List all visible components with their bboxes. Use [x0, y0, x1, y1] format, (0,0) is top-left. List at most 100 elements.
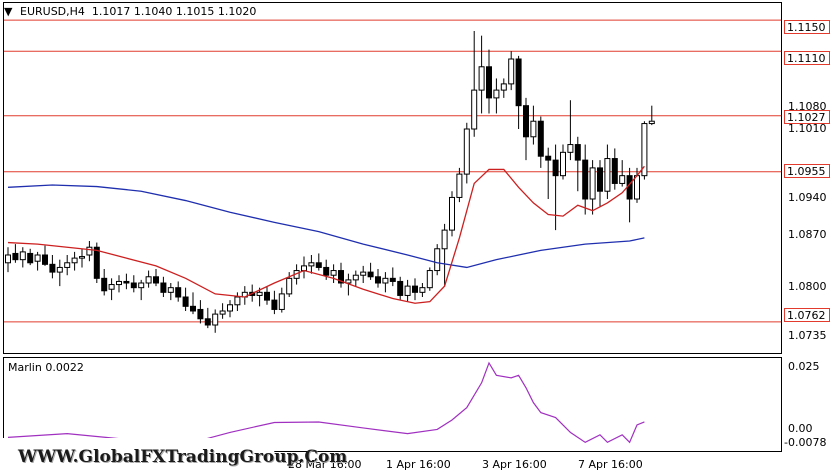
- candle-body: [478, 66, 485, 91]
- candle-body: [123, 280, 130, 284]
- candle-body: [19, 251, 26, 261]
- candle-body: [108, 284, 115, 290]
- time-tick: 28 Mar 16:00: [288, 458, 362, 471]
- candle-body: [412, 285, 418, 293]
- candle-body: [582, 159, 589, 200]
- candle-body: [619, 175, 626, 184]
- candle-body: [604, 158, 611, 192]
- marlin-line: [7, 361, 645, 445]
- chart-menu-triangle-icon[interactable]: ▼: [4, 5, 13, 18]
- candle-body: [256, 291, 263, 296]
- candle-body: [523, 105, 529, 138]
- watermark-logo: WWW.GlobalFXTradingGroup.Com: [2, 438, 347, 476]
- candle-body: [264, 291, 270, 301]
- candle-body: [315, 262, 322, 268]
- candle-body: [449, 196, 455, 231]
- candle-body: [626, 175, 633, 200]
- level-label-1150: 1.1150: [784, 20, 830, 34]
- candle-body: [530, 120, 537, 138]
- level-label-0762: 1.0762: [784, 308, 830, 322]
- indicator-tick: 0.025: [788, 360, 820, 373]
- candle-body: [634, 175, 640, 200]
- candle-body: [419, 287, 426, 293]
- candle-body: [441, 229, 448, 250]
- candle-body: [589, 167, 596, 200]
- time-tick: 1 Apr 16:00: [386, 458, 451, 471]
- indicator-header: Marlin 0.0022: [8, 361, 84, 374]
- candle-body: [12, 252, 19, 261]
- candle-body: [641, 123, 648, 177]
- price-chart: [4, 19, 781, 333]
- candle-body: [64, 262, 71, 268]
- level-label-1110: 1.1110: [784, 51, 830, 65]
- candle-body: [426, 270, 433, 289]
- price-tick: 1.0800: [788, 280, 827, 293]
- candle-body: [611, 158, 618, 184]
- candle-body: [212, 313, 219, 326]
- candle-body: [456, 173, 463, 198]
- candle-body: [434, 248, 441, 272]
- price-chart-pane[interactable]: [3, 2, 782, 354]
- candle-body: [101, 277, 108, 292]
- level-label-0955: 1.0955: [784, 164, 830, 178]
- candle-body: [153, 276, 159, 284]
- candle-body: [330, 270, 337, 276]
- candle-body: [560, 151, 566, 177]
- candle-body: [145, 276, 152, 284]
- moving-average-line: [7, 184, 645, 269]
- candle-body: [93, 246, 100, 279]
- candle-body: [227, 304, 233, 312]
- candle-body: [219, 310, 226, 315]
- candle-body: [286, 277, 293, 295]
- candle-body: [34, 254, 41, 262]
- candle-body: [271, 299, 278, 310]
- candle-body: [5, 254, 11, 264]
- level-label-1027: 1.1027: [784, 110, 830, 124]
- candle-body: [42, 254, 48, 265]
- candle-body: [404, 285, 411, 296]
- candle-body: [545, 155, 552, 161]
- candle-body: [301, 265, 307, 272]
- candle-body: [493, 89, 500, 99]
- candle-body: [486, 66, 492, 99]
- candle-body: [182, 296, 189, 307]
- candle-body: [308, 262, 315, 267]
- price-tick: 1.0735: [788, 329, 827, 342]
- candle-body: [138, 282, 145, 289]
- price-tick: 1.0940: [788, 191, 827, 204]
- candle-body: [323, 266, 330, 276]
- indicator-tick: 0.00: [788, 422, 813, 435]
- price-tick: 1.1080: [788, 100, 827, 113]
- candle-body: [167, 287, 174, 293]
- candle-body: [234, 296, 241, 306]
- candle-body: [160, 282, 167, 293]
- time-tick: 7 Apr 16:00: [578, 458, 643, 471]
- candle-body: [27, 252, 34, 264]
- candle-body: [345, 279, 352, 284]
- candle-body: [79, 256, 85, 259]
- time-tick: 3 Apr 16:00: [482, 458, 547, 471]
- candle-body: [360, 271, 367, 276]
- indicator-pane[interactable]: [3, 357, 782, 452]
- candle-body: [508, 58, 515, 85]
- candle-body: [86, 246, 93, 256]
- candle-body: [567, 144, 574, 153]
- candle-body: [552, 159, 559, 177]
- candle-body: [367, 271, 374, 278]
- candle-body: [397, 280, 404, 296]
- candle-body: [471, 89, 478, 130]
- candle-body: [648, 120, 655, 125]
- candle-body: [278, 293, 285, 310]
- price-tick: 1.0870: [788, 228, 827, 241]
- candle-body: [389, 277, 396, 282]
- candle-body: [597, 167, 603, 192]
- envelope-line: [7, 165, 645, 304]
- price-tick: 1.1010: [788, 122, 827, 135]
- candle-body: [382, 277, 389, 284]
- candle-body: [130, 282, 137, 289]
- candle-body: [500, 83, 507, 91]
- indicator-tick: -0.0078: [784, 436, 827, 449]
- candle-body: [175, 287, 182, 298]
- candle-body: [56, 266, 63, 273]
- candle-body: [204, 318, 211, 326]
